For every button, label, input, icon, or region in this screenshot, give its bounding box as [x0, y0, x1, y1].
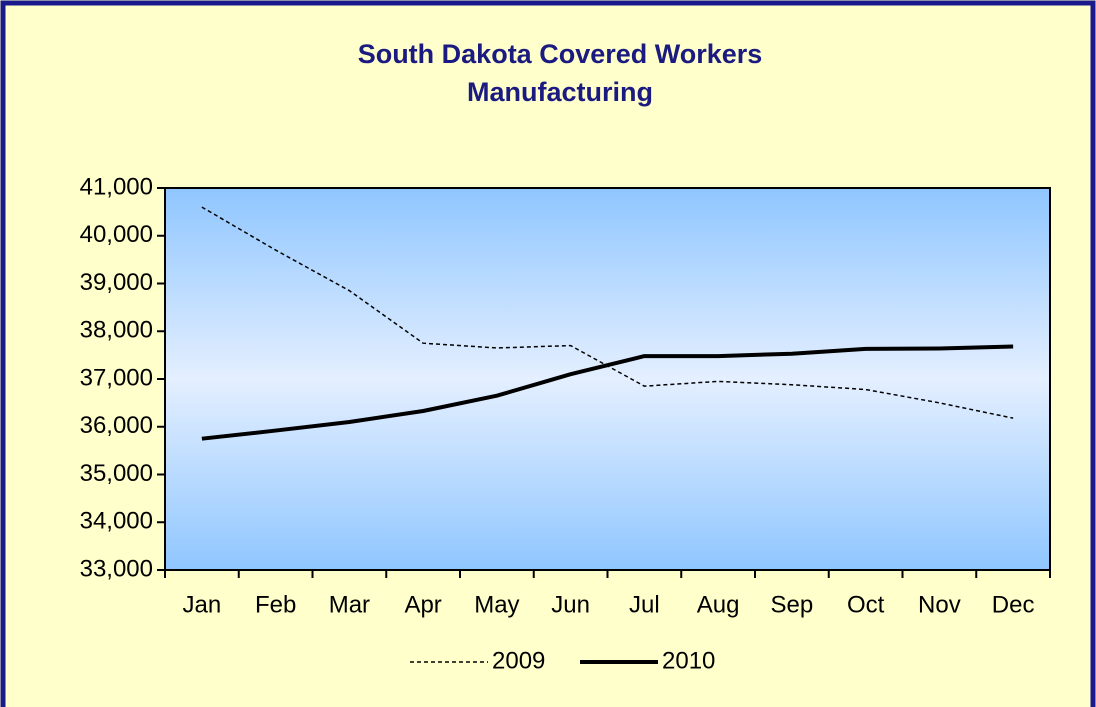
y-tick-label: 34,000 — [80, 508, 153, 535]
chart-subtitle: Manufacturing — [467, 77, 653, 107]
x-tick-label: Oct — [847, 591, 885, 618]
y-tick-label: 40,000 — [80, 221, 153, 248]
x-tick-label: Feb — [255, 591, 296, 618]
plot-area — [164, 187, 1051, 571]
y-tick-label: 36,000 — [80, 412, 153, 439]
x-tick-label: Jan — [183, 591, 222, 618]
x-tick-label: Jul — [629, 591, 660, 618]
legend-label: 2010 — [662, 647, 715, 674]
y-tick-label: 39,000 — [80, 269, 153, 296]
y-tick-label: 38,000 — [80, 317, 153, 344]
y-tick-label: 33,000 — [80, 555, 153, 582]
x-tick-label: Sep — [771, 591, 814, 618]
x-tick-label: May — [474, 591, 519, 618]
legend-label: 2009 — [492, 647, 545, 674]
y-tick-label: 35,000 — [80, 460, 153, 487]
chart-title: South Dakota Covered Workers — [358, 39, 763, 69]
y-tick-label: 37,000 — [80, 364, 153, 391]
x-tick-label: Apr — [404, 591, 441, 618]
series-line — [201, 344, 1014, 441]
x-tick-label: Jun — [551, 591, 590, 618]
x-tick-label: Aug — [697, 591, 740, 618]
x-tick-label: Nov — [918, 591, 961, 618]
x-tick-label: Mar — [329, 591, 370, 618]
y-tick-label: 41,000 — [80, 173, 153, 200]
x-tick-label: Dec — [992, 591, 1035, 618]
